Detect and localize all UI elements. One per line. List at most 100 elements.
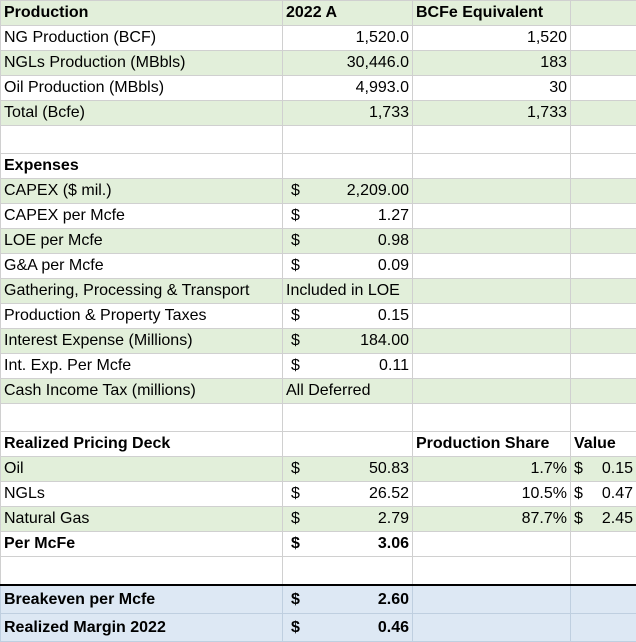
cell-value[interactable]: $26.52 (283, 482, 413, 507)
empty-cell[interactable] (1, 404, 283, 432)
empty-cell[interactable] (571, 279, 636, 304)
empty-cell[interactable] (413, 354, 571, 379)
row-label[interactable]: Gathering, Processing & Transport (1, 279, 283, 304)
row-label[interactable]: Per McFe (1, 532, 283, 557)
empty-cell[interactable] (571, 26, 636, 51)
empty-cell[interactable] (413, 532, 571, 557)
empty-cell[interactable] (413, 254, 571, 279)
expenses-header[interactable]: Expenses (1, 154, 283, 179)
empty-cell[interactable] (413, 179, 571, 204)
cell-value[interactable]: $2.60 (283, 585, 413, 614)
cell-value[interactable]: $2.79 (283, 507, 413, 532)
empty-cell[interactable] (283, 126, 413, 154)
row-label[interactable]: Realized Margin 2022 (1, 614, 283, 642)
empty-cell[interactable] (413, 279, 571, 304)
cell-value[interactable]: 1,520 (413, 26, 571, 51)
empty-cell[interactable] (571, 354, 636, 379)
empty-cell[interactable] (283, 404, 413, 432)
empty-cell[interactable] (413, 379, 571, 404)
empty-cell[interactable] (571, 51, 636, 76)
empty-cell[interactable] (413, 404, 571, 432)
cell-value[interactable]: $1.27 (283, 204, 413, 229)
cell-value[interactable]: $184.00 (283, 329, 413, 354)
empty-cell[interactable] (571, 304, 636, 329)
cell-value[interactable]: $2,209.00 (283, 179, 413, 204)
cell-value[interactable]: $0.15 (283, 304, 413, 329)
empty-cell[interactable] (413, 557, 571, 586)
empty-cell[interactable] (413, 229, 571, 254)
cell-value[interactable]: $50.83 (283, 457, 413, 482)
cell-value[interactable]: 30 (413, 76, 571, 101)
empty-cell[interactable] (413, 304, 571, 329)
cell-value[interactable]: $0.98 (283, 229, 413, 254)
cell-value[interactable]: $0.11 (283, 354, 413, 379)
production-header[interactable]: Production (1, 1, 283, 26)
cell-value[interactable]: $0.46 (283, 614, 413, 642)
cell-value[interactable]: 1,520.0 (283, 26, 413, 51)
row-label[interactable]: G&A per Mcfe (1, 254, 283, 279)
empty-cell[interactable] (571, 532, 636, 557)
empty-cell[interactable] (1, 557, 283, 586)
row-label[interactable]: Oil Production (MBbls) (1, 76, 283, 101)
cell-text[interactable]: All Deferred (283, 379, 413, 404)
cell-value[interactable]: $0.15 (571, 457, 636, 482)
empty-cell[interactable] (413, 154, 571, 179)
empty-cell[interactable] (571, 1, 636, 26)
empty-cell[interactable] (283, 154, 413, 179)
empty-cell[interactable] (571, 179, 636, 204)
empty-cell[interactable] (571, 585, 636, 614)
cell-value[interactable]: $0.09 (283, 254, 413, 279)
empty-cell[interactable] (413, 585, 571, 614)
empty-cell[interactable] (413, 614, 571, 642)
cell-share[interactable]: 10.5% (413, 482, 571, 507)
row-label[interactable]: Int. Exp. Per Mcfe (1, 354, 283, 379)
row-label[interactable]: CAPEX ($ mil.) (1, 179, 283, 204)
empty-cell[interactable] (571, 404, 636, 432)
empty-cell[interactable] (571, 154, 636, 179)
empty-cell[interactable] (571, 379, 636, 404)
row-label[interactable]: NG Production (BCF) (1, 26, 283, 51)
row-label[interactable]: Breakeven per Mcfe (1, 585, 283, 614)
empty-cell[interactable] (571, 254, 636, 279)
empty-cell[interactable] (571, 329, 636, 354)
empty-cell[interactable] (413, 126, 571, 154)
cell-value[interactable]: 4,993.0 (283, 76, 413, 101)
row-label[interactable]: Interest Expense (Millions) (1, 329, 283, 354)
cell-value[interactable]: 183 (413, 51, 571, 76)
empty-cell[interactable] (283, 432, 413, 457)
cell-share[interactable]: 1.7% (413, 457, 571, 482)
cell-value[interactable]: $0.47 (571, 482, 636, 507)
cell-text[interactable]: Included in LOE (283, 279, 413, 304)
cell-value[interactable]: 30,446.0 (283, 51, 413, 76)
col-2022a-header[interactable]: 2022 A (283, 1, 413, 26)
empty-cell[interactable] (283, 557, 413, 586)
row-label[interactable]: Production & Property Taxes (1, 304, 283, 329)
row-label[interactable]: NGLs (1, 482, 283, 507)
empty-cell[interactable] (571, 557, 636, 586)
row-label[interactable]: Total (Bcfe) (1, 101, 283, 126)
row-label[interactable]: Natural Gas (1, 507, 283, 532)
pricing-header[interactable]: Realized Pricing Deck (1, 432, 283, 457)
row-label[interactable]: Cash Income Tax (millions) (1, 379, 283, 404)
empty-cell[interactable] (571, 101, 636, 126)
col-bcfe-header[interactable]: BCFe Equivalent (413, 1, 571, 26)
col-share-header[interactable]: Production Share (413, 432, 571, 457)
row-label[interactable]: LOE per Mcfe (1, 229, 283, 254)
row-label[interactable]: Oil (1, 457, 283, 482)
cell-value[interactable]: 1,733 (283, 101, 413, 126)
empty-cell[interactable] (413, 329, 571, 354)
empty-cell[interactable] (571, 229, 636, 254)
empty-cell[interactable] (571, 614, 636, 642)
cell-value[interactable]: 1,733 (413, 101, 571, 126)
cell-value[interactable]: $3.06 (283, 532, 413, 557)
cell-share[interactable]: 87.7% (413, 507, 571, 532)
row-label[interactable]: NGLs Production (MBbls) (1, 51, 283, 76)
empty-cell[interactable] (571, 76, 636, 101)
empty-cell[interactable] (1, 126, 283, 154)
col-value-header[interactable]: Value (571, 432, 636, 457)
empty-cell[interactable] (413, 204, 571, 229)
empty-cell[interactable] (571, 126, 636, 154)
row-label[interactable]: CAPEX per Mcfe (1, 204, 283, 229)
cell-value[interactable]: $2.45 (571, 507, 636, 532)
empty-cell[interactable] (571, 204, 636, 229)
